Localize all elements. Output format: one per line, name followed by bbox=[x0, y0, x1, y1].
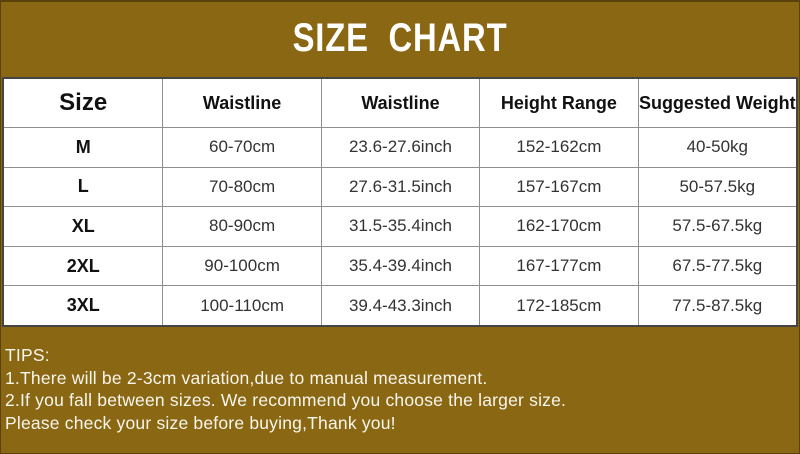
cell-2xl-waist-cm: 90-100cm bbox=[162, 245, 321, 286]
tips-line-1: 1.There will be 2-3cm variation,due to m… bbox=[5, 367, 488, 388]
cell-2xl-waist-inch: 35.4-39.4inch bbox=[320, 245, 480, 286]
header-cell-height-range: Height Range bbox=[479, 79, 637, 127]
cell-size-l: L bbox=[4, 166, 163, 207]
cell-m-height: 152-162cm bbox=[479, 127, 638, 167]
header-cell-waistline-inch: Waistline bbox=[320, 79, 479, 127]
cell-2xl-weight: 67.5-77.5kg bbox=[637, 245, 796, 286]
cell-xl-height: 162-170cm bbox=[479, 206, 638, 246]
page-title: SIZE CHART bbox=[292, 16, 508, 60]
cell-2xl-height: 167-177cm bbox=[479, 245, 638, 286]
cell-l-waist-cm: 70-80cm bbox=[162, 166, 321, 207]
size-table: Size Waistline Waistline Height Range Su… bbox=[2, 77, 798, 327]
cell-3xl-waist-inch: 39.4-43.3inch bbox=[320, 285, 480, 325]
tips-section: TIPS: 1.There will be 2-3cm variation,du… bbox=[5, 344, 792, 434]
cell-xl-weight: 57.5-67.5kg bbox=[637, 206, 796, 246]
cell-size-m: M bbox=[4, 127, 163, 167]
cell-3xl-weight: 77.5-87.5kg bbox=[637, 285, 796, 325]
cell-l-waist-inch: 27.6-31.5inch bbox=[320, 166, 480, 207]
cell-m-waist-cm: 60-70cm bbox=[162, 127, 321, 167]
cell-m-waist-inch: 23.6-27.6inch bbox=[320, 127, 480, 167]
cell-size-xl: XL bbox=[4, 206, 163, 246]
tips-heading: TIPS: bbox=[5, 345, 50, 365]
header-cell-suggested-weight: Suggested Weight bbox=[637, 79, 796, 127]
cell-3xl-height: 172-185cm bbox=[479, 285, 638, 325]
cell-size-2xl: 2XL bbox=[4, 245, 163, 286]
cell-l-weight: 50-57.5kg bbox=[637, 166, 796, 207]
cell-xl-waist-cm: 80-90cm bbox=[162, 206, 321, 246]
cell-xl-waist-inch: 31.5-35.4inch bbox=[320, 206, 480, 246]
cell-3xl-waist-cm: 100-110cm bbox=[162, 285, 321, 325]
header-cell-size: Size bbox=[59, 89, 108, 116]
header-cell-waistline-cm: Waistline bbox=[162, 79, 320, 127]
cell-m-weight: 40-50kg bbox=[637, 127, 796, 167]
title-banner: SIZE CHART bbox=[0, 0, 800, 77]
cell-size-3xl: 3XL bbox=[4, 285, 163, 325]
cell-l-height: 157-167cm bbox=[479, 166, 638, 207]
tips-line-3: Please check your size before buying,Tha… bbox=[5, 412, 396, 433]
tips-line-2: 2.If you fall between sizes. We recommen… bbox=[5, 390, 567, 410]
